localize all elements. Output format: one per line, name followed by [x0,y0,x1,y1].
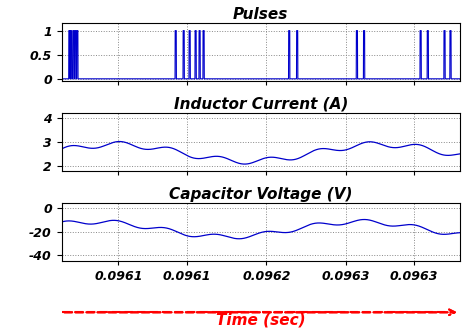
Title: Inductor Current (A): Inductor Current (A) [173,97,348,112]
Text: Time (sec): Time (sec) [216,312,306,327]
Title: Capacitor Voltage (V): Capacitor Voltage (V) [169,186,353,201]
Title: Pulses: Pulses [233,7,288,22]
